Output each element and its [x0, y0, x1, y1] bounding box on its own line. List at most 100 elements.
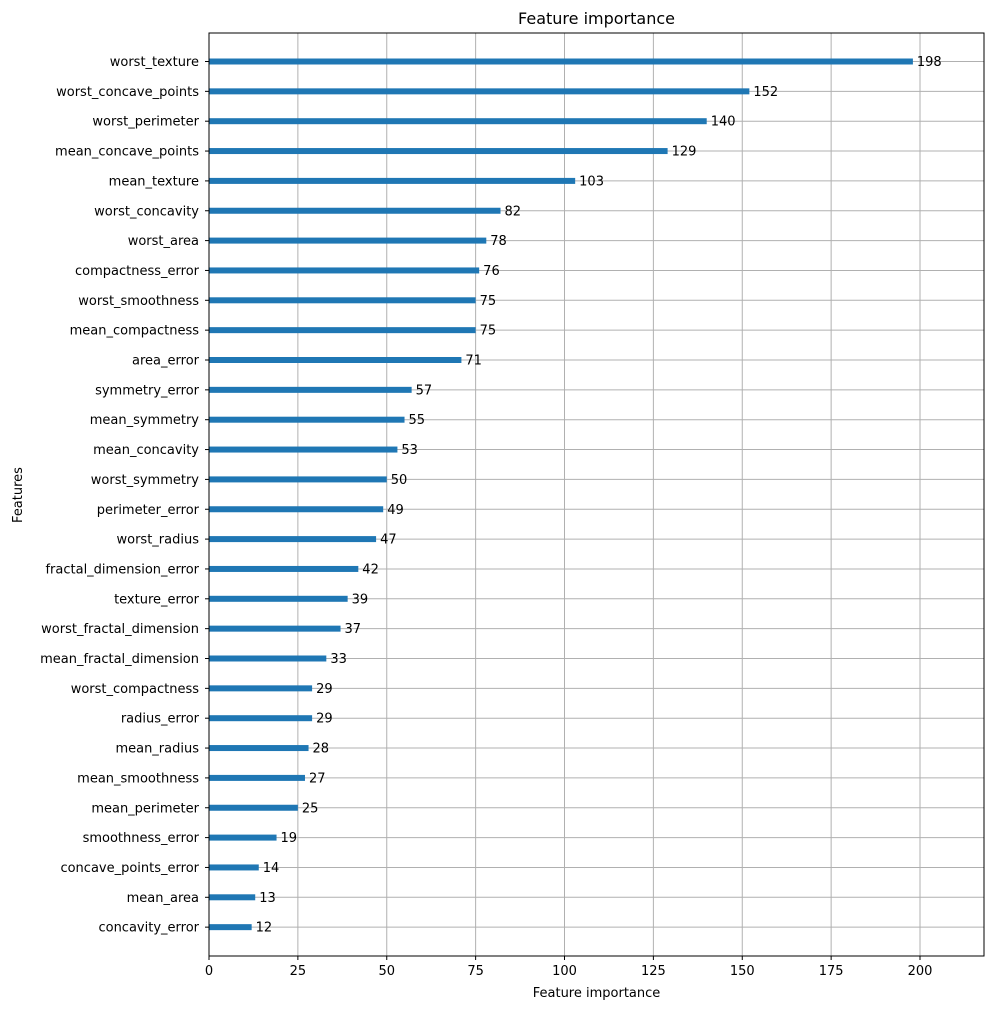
value-labels: 198 152 140 129 103 82 78 76 75 75 71 57 55 53 50 49 474…	[256, 55, 942, 936]
bar	[209, 715, 313, 722]
bar	[209, 565, 359, 572]
bar-value-label: 140	[711, 115, 736, 130]
y-tick-label: mean_texture	[109, 174, 199, 189]
bar	[209, 297, 476, 304]
y-tick-label: worst_symmetry	[91, 473, 200, 488]
bar	[209, 237, 487, 244]
bar	[209, 536, 377, 543]
y-tick-label: worst_fractal_dimension	[41, 622, 199, 637]
bar-value-label: 53	[401, 443, 418, 458]
y-tick-label: worst_radius	[117, 533, 200, 548]
x-tick-label: 100	[552, 964, 577, 979]
y-tick-label: mean_smoothness	[77, 771, 199, 786]
y-tick-label: concavity_error	[98, 921, 199, 936]
bar-value-label: 14	[263, 861, 280, 876]
bar	[209, 416, 405, 423]
bar-value-label: 29	[316, 682, 333, 697]
bar	[209, 446, 398, 453]
bar-value-label: 12	[256, 921, 273, 936]
bar-value-label: 78	[490, 234, 507, 249]
bar	[209, 774, 305, 781]
y-tick-label: perimeter_error	[97, 503, 200, 518]
bar-value-label: 19	[281, 831, 298, 846]
bar-value-label: 55	[409, 413, 426, 428]
bar-value-label: 27	[309, 771, 326, 786]
y-tick-label: worst_perimeter	[92, 115, 199, 130]
bar	[209, 745, 309, 752]
y-axis-label: Features	[11, 467, 26, 523]
bar	[209, 804, 298, 811]
y-tick-label: mean_symmetry	[90, 413, 200, 428]
bar	[209, 88, 750, 95]
bar	[209, 506, 384, 513]
y-tick-label: worst_smoothness	[78, 294, 199, 309]
bar	[209, 148, 668, 155]
bar-value-label: 28	[313, 742, 330, 757]
y-tick-label: mean_compactness	[70, 324, 200, 339]
y-tick-label: mean_fractal_dimension	[40, 652, 199, 667]
bar-value-label: 50	[391, 473, 408, 488]
x-tick-label: 25	[290, 964, 307, 979]
bar-value-label: 33	[330, 652, 347, 667]
bar	[209, 864, 259, 871]
x-tick-label: 0	[205, 964, 213, 979]
bar-value-label: 39	[352, 592, 369, 607]
bar-value-label: 75	[480, 324, 497, 339]
x-tick-label: 200	[908, 964, 933, 979]
bar-value-label: 198	[917, 55, 942, 70]
y-tick-label: symmetry_error	[95, 383, 200, 398]
bar	[209, 267, 480, 274]
y-tick-label: compactness_error	[75, 264, 200, 279]
y-tick-label: radius_error	[121, 712, 200, 727]
x-tick-label: 150	[730, 964, 755, 979]
bar	[209, 207, 501, 214]
bar	[209, 834, 277, 841]
y-tick-label: worst_compactness	[71, 682, 200, 697]
bar-value-label: 57	[416, 383, 433, 398]
chart-title: Feature importance	[518, 9, 675, 28]
y-tick-label: mean_perimeter	[91, 801, 199, 816]
y-tick-label: area_error	[132, 354, 200, 369]
x-tick-label: 50	[378, 964, 395, 979]
y-tick-label: mean_area	[127, 891, 199, 906]
bar-value-label: 152	[753, 85, 778, 100]
x-tick-label: 125	[641, 964, 666, 979]
bar-value-label: 37	[345, 622, 362, 637]
grid-lines	[208, 33, 984, 956]
bar-value-label: 82	[505, 204, 522, 219]
bar	[209, 327, 476, 334]
bar-value-label: 25	[302, 801, 319, 816]
x-tick-label: 75	[467, 964, 484, 979]
bar-value-label: 29	[316, 712, 333, 727]
bar-value-label: 49	[387, 503, 404, 518]
plot-frame	[208, 32, 985, 957]
bar-value-label: 71	[465, 354, 482, 369]
bar	[209, 924, 252, 931]
bar-value-label: 47	[380, 533, 397, 548]
y-tick-label: mean_concave_points	[55, 145, 199, 160]
y-tick-label: worst_concave_points	[56, 85, 199, 100]
y-tick-label: worst_texture	[110, 55, 199, 70]
bar	[209, 625, 341, 632]
bar	[209, 476, 387, 483]
bar-value-label: 13	[259, 891, 276, 906]
bars	[209, 58, 913, 931]
y-tick-label: mean_radius	[115, 742, 199, 757]
bar	[209, 386, 412, 393]
axes: 0 25 50 75 100 125 150 175 200 worst_textureworst…	[40, 32, 985, 979]
bar-value-label: 42	[362, 562, 379, 577]
bar-value-label: 103	[579, 174, 604, 189]
bar-value-label: 75	[480, 294, 497, 309]
bar	[209, 177, 576, 184]
bar	[209, 58, 913, 65]
bar-value-label: 129	[672, 145, 697, 160]
bar	[209, 685, 313, 692]
y-tick-label: mean_concavity	[93, 443, 199, 458]
bar-value-label: 76	[483, 264, 500, 279]
bar	[209, 894, 256, 901]
y-tick-label: fractal_dimension_error	[45, 562, 199, 577]
y-tick-label: texture_error	[114, 592, 200, 607]
y-tick-label: smoothness_error	[83, 831, 200, 846]
x-axis-label: Feature importance	[533, 986, 661, 1001]
